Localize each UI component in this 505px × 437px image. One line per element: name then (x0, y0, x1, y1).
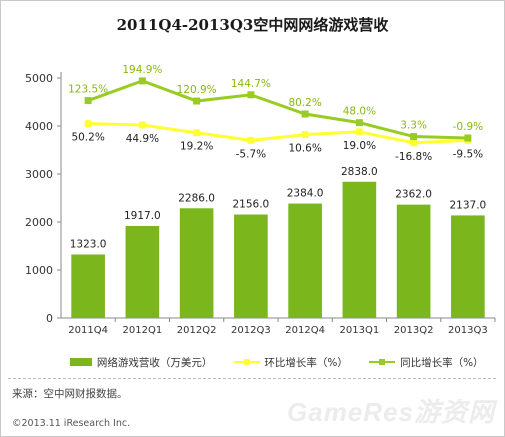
y-tick-label: 4000 (25, 120, 53, 133)
y-tick-label: 2000 (25, 216, 53, 229)
legend-item-yoy: 同比增长率（%） (369, 355, 484, 370)
x-tick-label: 2012Q4 (285, 325, 325, 336)
bar-revenue (451, 215, 485, 318)
bar-data-label: 1323.0 (70, 238, 107, 250)
bar-revenue (179, 208, 214, 318)
bar-data-label: 2362.0 (395, 189, 432, 201)
marker-qoq (247, 136, 255, 144)
x-tick-label: 2012Q3 (231, 325, 271, 336)
legend-item-qoq: 环比增长率（%） (233, 355, 348, 370)
yoy-data-label: -0.9% (453, 121, 483, 133)
marker-qoq (355, 128, 363, 136)
qoq-data-label: 19.2% (180, 141, 213, 153)
bar-data-label: 1917.0 (124, 210, 161, 222)
legend: 网络游戏营收（万美元） 环比增长率（%） 同比增长率（%） (70, 354, 505, 370)
y-tick-label: 0 (46, 312, 53, 325)
legend-item-revenue: 网络游戏营收（万美元） (70, 355, 212, 370)
bar-revenue (342, 181, 377, 318)
legend-swatch-qoq (233, 357, 260, 367)
marker-yoy (355, 119, 363, 127)
qoq-data-label: 50.2% (71, 132, 104, 144)
footer-divider (8, 378, 496, 379)
legend-label-revenue: 网络游戏营收（万美元） (96, 356, 213, 369)
qoq-data-label: -5.7% (236, 148, 266, 160)
bar-data-label: 2156.0 (233, 199, 270, 211)
marker-yoy (301, 110, 309, 118)
bar-revenue (234, 214, 268, 318)
yoy-data-label: 3.3% (400, 120, 427, 132)
yoy-data-label: 80.2% (288, 97, 321, 109)
watermark-logo: GameRes游资网 (287, 397, 495, 427)
marker-yoy (247, 91, 255, 99)
bar-data-label: 2838.0 (341, 166, 378, 178)
marker-yoy (464, 134, 472, 142)
marker-qoq (410, 139, 418, 147)
bar-revenue (125, 225, 160, 318)
marker-yoy (84, 97, 92, 105)
line-qoq (88, 122, 468, 145)
bar-data-label: 2137.0 (450, 199, 487, 211)
bar-revenue (288, 203, 322, 318)
marker-qoq (84, 120, 92, 128)
y-tick-label: 5000 (25, 72, 53, 85)
x-tick-label: 2011Q4 (68, 325, 108, 336)
marker-qoq (301, 131, 309, 139)
marker-yoy (193, 97, 201, 105)
qoq-data-label: -9.5% (453, 148, 483, 160)
legend-swatch-revenue (70, 358, 92, 366)
x-tick-label: 2013Q1 (340, 325, 380, 336)
legend-label-yoy: 同比增长率（%） (400, 356, 484, 369)
marker-yoy (410, 133, 418, 141)
bar-data-label: 2286.0 (178, 192, 215, 204)
x-tick-label: 2013Q2 (394, 325, 434, 336)
qoq-data-label: 44.9% (126, 133, 159, 145)
chart-svg: 0 1000 2000 3000 4000 5000 2011Q4 2012Q1 2012Q2 2… (25, 64, 496, 336)
legend-swatch-yoy (369, 357, 396, 367)
qoq-data-label: 10.6% (288, 143, 321, 155)
yoy-data-label: 48.0% (343, 106, 376, 118)
marker-qoq (193, 129, 201, 137)
x-tick-label: 2012Q2 (177, 325, 217, 336)
x-tick-label: 2012Q1 (123, 325, 163, 336)
chart-title: 2011Q4-2013Q3空中网网络游戏营收 (116, 16, 389, 34)
legend-label-qoq: 环比增长率（%） (264, 356, 348, 369)
x-tick-label: 2013Q3 (448, 325, 488, 336)
yoy-data-label: 144.7% (231, 78, 271, 90)
bar-revenue (71, 254, 105, 318)
yoy-data-label: 123.5% (68, 84, 108, 96)
bar-data-label: 2384.0 (287, 188, 324, 200)
qoq-data-label: -16.8% (395, 151, 432, 163)
marker-yoy (138, 77, 146, 85)
source-note: 来源：空中网财报数据。 (12, 388, 128, 400)
bar-revenue (396, 204, 431, 318)
yoy-data-label: 194.9% (122, 64, 162, 76)
y-tick-label: 1000 (25, 264, 53, 277)
copyright-note: ©2013.11 iResearch Inc. (12, 418, 131, 429)
yoy-data-label: 120.9% (177, 84, 217, 96)
line-yoy (87, 79, 468, 140)
marker-qoq (138, 121, 146, 129)
y-tick-label: 3000 (25, 168, 53, 181)
qoq-data-label: 19.0% (343, 140, 376, 152)
